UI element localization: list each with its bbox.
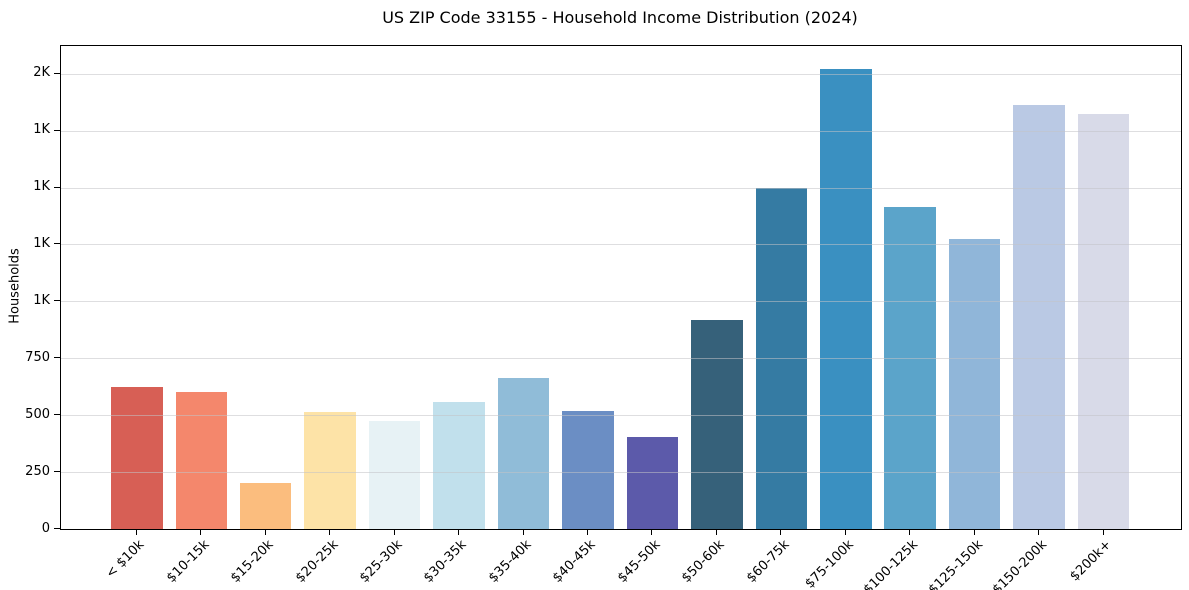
y-tick-mark: [54, 72, 60, 74]
x-tick-mark: [393, 529, 395, 535]
x-tick-label: $25-30k: [357, 537, 406, 586]
x-tick-label: $35-40k: [485, 537, 535, 586]
bar-$50-60k: [691, 319, 743, 529]
y-tick-label: 0: [41, 520, 50, 536]
x-tick-mark: [458, 529, 460, 535]
x-tick-label: $150-200k: [989, 537, 1051, 590]
x-tick-label: $60-75k: [743, 537, 793, 586]
y-tick-label: 1K: [33, 292, 50, 308]
y-tick-label: 750: [25, 349, 50, 365]
gridline: [61, 130, 1181, 132]
bar-< $10k: [111, 386, 163, 529]
x-tick-label: < $10k: [103, 537, 148, 582]
gridline: [61, 472, 1181, 474]
bar-$25-30k: [368, 420, 421, 529]
x-tick-label: $30-35k: [421, 537, 470, 586]
y-tick-label: 2K: [33, 65, 50, 81]
gridline: [61, 358, 1181, 360]
y-tick-label: 500: [25, 406, 50, 422]
y-tick-mark: [54, 528, 60, 529]
bar-$15-20k: [239, 483, 292, 529]
x-tick-mark: [651, 529, 653, 535]
x-tick-mark: [522, 529, 524, 535]
bar-$125-150k: [948, 238, 1001, 529]
x-tick-mark: [329, 529, 331, 535]
x-tick-label: $100-125k: [860, 537, 922, 590]
y-tick-label: 1K: [33, 235, 50, 251]
x-tick-label: $40-45k: [550, 537, 599, 586]
x-tick-mark: [200, 529, 202, 535]
bar-$35-40k: [497, 377, 550, 529]
bar-$40-45k: [562, 410, 614, 529]
bar-$45-50k: [626, 436, 679, 529]
x-tick-mark: [715, 529, 717, 535]
gridline: [61, 73, 1181, 75]
x-tick-label: $200k+: [1067, 537, 1115, 585]
chart-title: US ZIP Code 33155 - Household Income Dis…: [382, 8, 858, 27]
y-tick-label: 1K: [33, 122, 50, 138]
x-tick-label: $125-150k: [925, 537, 986, 590]
gridline: [61, 415, 1181, 417]
plot-area: [60, 45, 1182, 530]
x-tick-mark: [264, 529, 266, 535]
x-tick-label: $75-100k: [802, 537, 857, 590]
bar-$30-35k: [433, 401, 485, 529]
bar-$200k+: [1077, 113, 1130, 529]
bar-$100-125k: [884, 206, 936, 529]
y-tick-mark: [54, 471, 60, 473]
y-tick-mark: [54, 129, 60, 131]
x-tick-mark: [1038, 529, 1040, 535]
bar-$150-200k: [1013, 104, 1065, 529]
x-tick-mark: [135, 529, 137, 535]
x-tick-label: $10-15k: [163, 537, 213, 586]
y-axis-label: Households: [7, 248, 23, 324]
x-tick-label: $50-60k: [679, 537, 728, 586]
bar-$10-15k: [175, 392, 227, 529]
y-tick-label: 1K: [33, 179, 50, 195]
bar-$20-25k: [304, 411, 356, 529]
y-tick-mark: [54, 243, 60, 245]
x-tick-mark: [586, 529, 588, 535]
x-tick-mark: [909, 529, 911, 535]
x-tick-mark: [973, 529, 975, 535]
x-tick-label: $15-20k: [228, 537, 277, 586]
x-tick-label: $45-50k: [614, 537, 664, 586]
x-tick-mark: [780, 529, 782, 535]
x-tick-label: $20-25k: [292, 537, 342, 586]
bar-$75-100k: [820, 69, 872, 529]
y-tick-mark: [54, 414, 60, 416]
gridline: [61, 187, 1181, 189]
y-tick-mark: [54, 300, 60, 302]
y-tick-label: 250: [25, 463, 50, 479]
gridline: [61, 301, 1181, 303]
x-tick-mark: [844, 529, 846, 535]
gridline: [61, 244, 1181, 246]
y-tick-mark: [54, 186, 60, 188]
y-tick-mark: [54, 357, 60, 359]
x-tick-mark: [1102, 529, 1104, 535]
